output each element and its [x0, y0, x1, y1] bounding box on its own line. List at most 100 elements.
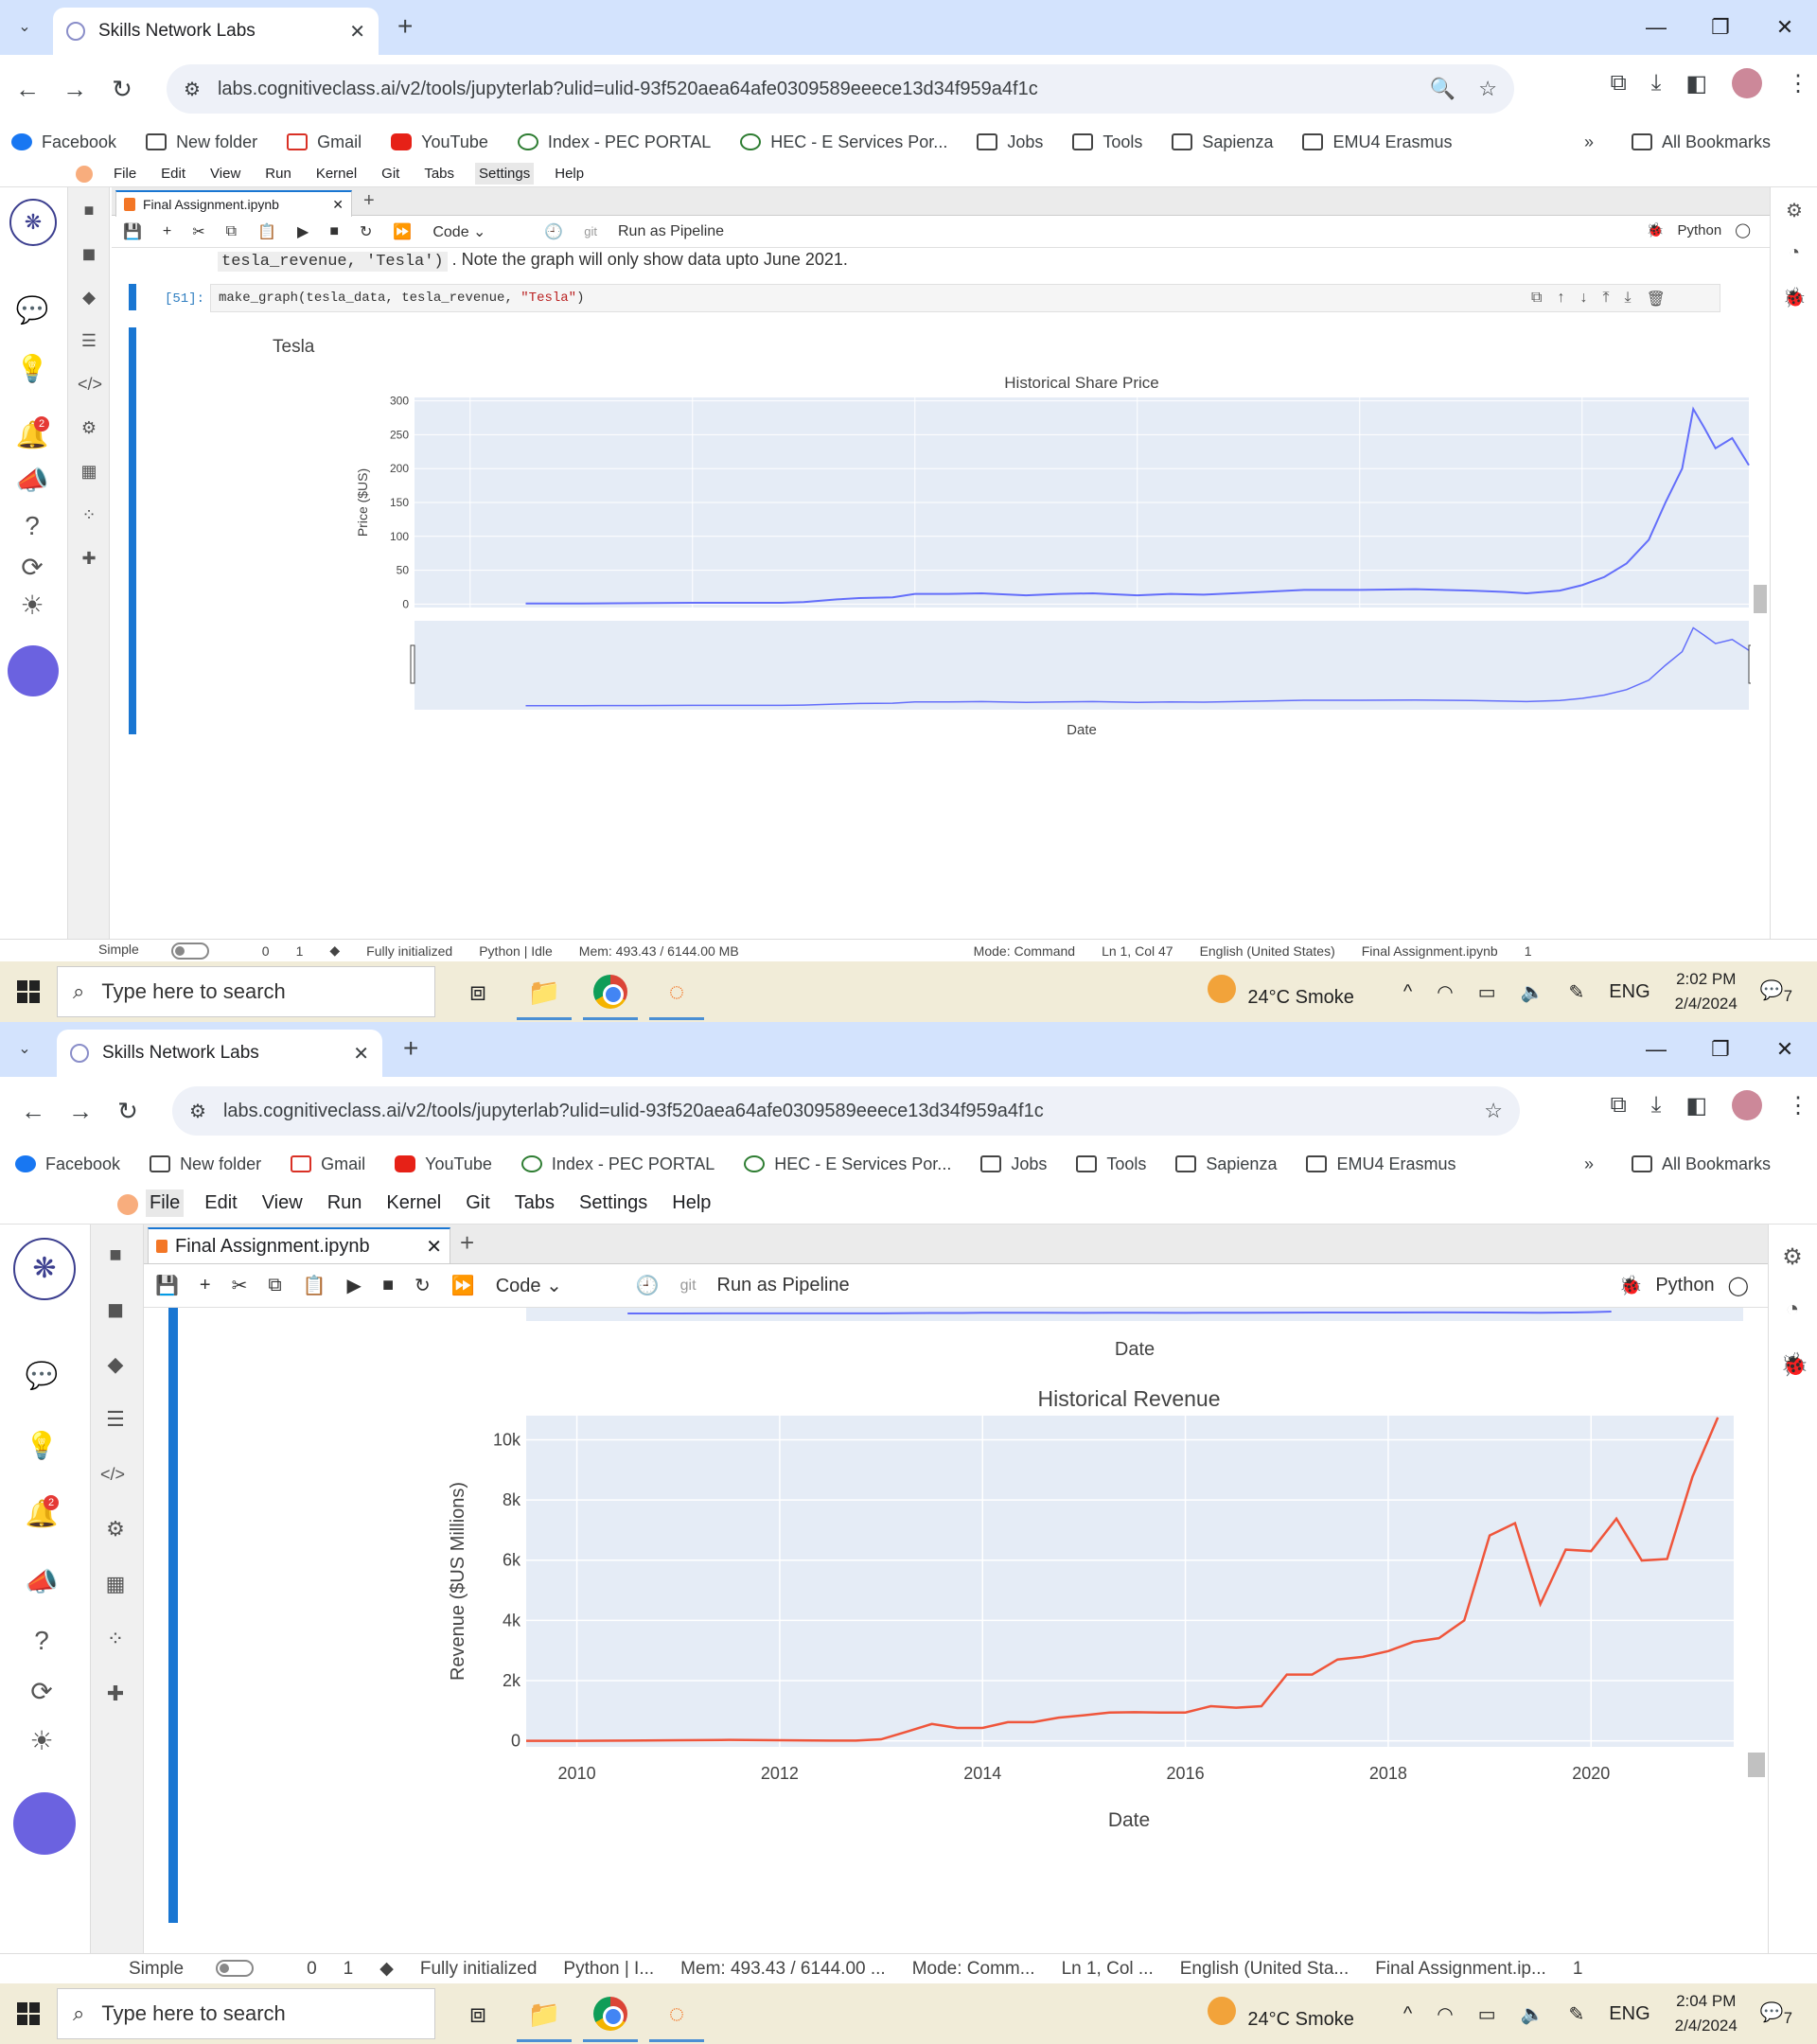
all-bookmarks[interactable]: All Bookmarks — [1631, 1154, 1771, 1174]
save-icon[interactable]: 💾 — [155, 1276, 179, 1296]
git-icon[interactable]: ◆ — [107, 1352, 124, 1376]
browser-tab[interactable]: Skills Network Labs ✕ — [53, 8, 379, 55]
scrollbar-thumb[interactable] — [1748, 1753, 1765, 1777]
clock[interactable]: 2:04 PM 2/4/2024 — [1675, 1989, 1738, 2038]
notebook-tab[interactable]: Final Assignment.ipynb ✕ — [115, 190, 352, 217]
menu-edit[interactable]: Edit — [204, 1192, 238, 1213]
taskbar-search[interactable]: ⌕ Type here to search — [57, 966, 435, 1017]
debugger-icon[interactable]: 🐞 — [1618, 1276, 1643, 1296]
taskbar-search[interactable]: ⌕ Type here to search — [57, 1988, 435, 2039]
running-icon[interactable]: ◼ — [106, 1297, 125, 1321]
network-icon[interactable]: ◠ — [1437, 981, 1454, 1003]
scrollbar-thumb[interactable] — [1754, 585, 1767, 613]
site-info-icon[interactable]: ⚙ — [184, 79, 201, 100]
menu-file[interactable]: File — [114, 166, 137, 182]
kernels-count[interactable]: 1 — [343, 1958, 354, 1979]
bookmark-facebook[interactable]: Facebook — [11, 132, 116, 152]
side-panel-icon[interactable]: ◧ — [1685, 70, 1707, 97]
bookmark-facebook[interactable]: Facebook — [15, 1154, 120, 1174]
menu-git[interactable]: Git — [466, 1192, 490, 1213]
weather-widget[interactable]: 24°C Smoke — [1208, 975, 1379, 1009]
stop-icon[interactable]: ■ — [329, 222, 340, 239]
bookmark-pec-portal[interactable]: Index - PEC PORTAL — [517, 132, 711, 152]
action-center-icon[interactable]: 💬7 — [1759, 979, 1792, 1005]
close-icon[interactable]: ✕ — [332, 196, 344, 212]
move-down-icon[interactable]: ↓ — [1579, 290, 1588, 306]
browser-tab[interactable]: Skills Network Labs ✕ — [57, 1030, 382, 1077]
task-view-icon[interactable]: ⧈ — [469, 1998, 486, 2028]
more-bookmarks-button[interactable]: » — [1583, 132, 1594, 151]
save-icon[interactable]: 💾 — [123, 223, 142, 240]
clock-icon[interactable]: 🕘 — [544, 223, 564, 240]
restart-icon[interactable]: ↻ — [415, 1276, 431, 1296]
run-pipeline-button[interactable]: Run as Pipeline — [618, 222, 725, 239]
revenue-chart[interactable]: Historical Revenue 2010 2012 2014 2016 2018 20… — [238, 1349, 1734, 1908]
run-all-icon[interactable]: ⏩ — [450, 1276, 475, 1296]
bookmark-hec[interactable]: HEC - E Services Por... — [744, 1154, 951, 1174]
new-tab-button[interactable]: + — [397, 11, 414, 41]
downloads-icon[interactable]: ⤓ — [1650, 1092, 1662, 1118]
reload-icon[interactable]: ↻ — [117, 1096, 138, 1125]
simple-mode-toggle[interactable]: Simple — [98, 942, 236, 960]
close-window-button[interactable]: ✕ — [1775, 1037, 1794, 1061]
cut-icon[interactable]: ✂ — [192, 223, 205, 240]
bookmark-tools[interactable]: Tools — [1076, 1154, 1146, 1174]
theme-sun-icon[interactable]: ☀ — [20, 590, 44, 620]
jupyter-app-icon[interactable]: ◌ — [644, 1983, 710, 2044]
restart-icon[interactable]: ↻ — [360, 223, 373, 240]
bookmark-gmail[interactable]: Gmail — [291, 1154, 365, 1174]
property-inspector-icon[interactable]: ▦ — [80, 462, 97, 481]
minimize-button[interactable]: — — [1646, 15, 1667, 39]
close-tab-icon[interactable]: ✕ — [353, 1043, 369, 1065]
share-price-chart[interactable]: Tesla Historical Share Price 0 50 100 150 200 2… — [235, 324, 1768, 749]
menu-git[interactable]: Git — [381, 166, 400, 182]
pen-icon[interactable]: ✎ — [1568, 981, 1585, 1003]
menu-run[interactable]: Run — [326, 1192, 362, 1213]
kernel-status[interactable]: Python | Idle — [479, 943, 553, 959]
folder-icon[interactable]: ■ — [83, 201, 95, 220]
file-explorer-icon[interactable]: 📁 — [511, 961, 577, 1022]
running-icon[interactable]: ◼ — [81, 244, 97, 263]
sync-icon[interactable]: ⟳ — [30, 1677, 53, 1706]
add-tab-button[interactable]: + — [363, 190, 375, 211]
megaphone-icon[interactable]: 📣 — [25, 1567, 59, 1596]
toggle-switch[interactable] — [170, 942, 209, 960]
url-text[interactable]: labs.cognitiveclass.ai/v2/tools/jupyterl… — [217, 78, 1038, 99]
bookmark-sapienza[interactable]: Sapienza — [1172, 132, 1273, 152]
folder-icon[interactable]: ■ — [109, 1242, 122, 1266]
downloads-icon[interactable]: ⤓ — [1650, 70, 1662, 96]
volume-icon[interactable]: 🔈 — [1520, 981, 1544, 1003]
restore-button[interactable]: ❐ — [1711, 15, 1730, 39]
chrome-menu-icon[interactable]: ⋮ — [1787, 70, 1809, 97]
move-up-icon[interactable]: ↑ — [1557, 290, 1565, 306]
output-collapse-bar[interactable] — [168, 1308, 178, 1923]
debugger-bug-icon[interactable]: 🐞 — [1780, 1352, 1808, 1378]
bookmark-jobs[interactable]: Jobs — [977, 132, 1043, 152]
restore-button[interactable]: ❐ — [1711, 1037, 1730, 1061]
battery-icon[interactable]: ▭ — [1477, 981, 1496, 1003]
menu-kernel[interactable]: Kernel — [315, 166, 358, 182]
menu-run[interactable]: Run — [265, 166, 291, 182]
site-info-icon[interactable]: ⚙ — [189, 1101, 206, 1122]
close-tab-icon[interactable]: ✕ — [349, 21, 365, 43]
close-window-button[interactable]: ✕ — [1775, 15, 1794, 39]
bookmark-new-folder[interactable]: New folder — [146, 132, 257, 152]
menu-help[interactable]: Help — [672, 1192, 712, 1213]
more-bookmarks-button[interactable]: » — [1583, 1154, 1594, 1173]
minimize-button[interactable]: — — [1646, 1037, 1667, 1061]
insert-below-icon[interactable]: ⤓ — [1624, 290, 1632, 306]
gauge-icon[interactable]: ◔ — [1785, 1296, 1800, 1322]
copy-icon[interactable]: ⧉ — [225, 222, 238, 239]
bookmark-gmail[interactable]: Gmail — [287, 132, 362, 152]
kernel-name[interactable]: Python — [1677, 221, 1722, 238]
bookmark-tools[interactable]: Tools — [1072, 132, 1142, 152]
toc-icon[interactable]: ☰ — [80, 331, 97, 350]
bookmark-new-folder[interactable]: New folder — [150, 1154, 261, 1174]
zoom-icon[interactable]: 🔍 — [1429, 77, 1456, 100]
lsp-status[interactable]: Fully initialized — [366, 943, 453, 959]
extension-manager-icon[interactable]: ⁘ — [81, 505, 97, 524]
terminals-count[interactable]: 0 — [307, 1958, 317, 1979]
menu-settings[interactable]: Settings — [579, 1192, 648, 1213]
insert-above-icon[interactable]: ⤒ — [1602, 290, 1610, 306]
run-icon[interactable]: ▶ — [346, 1276, 362, 1296]
